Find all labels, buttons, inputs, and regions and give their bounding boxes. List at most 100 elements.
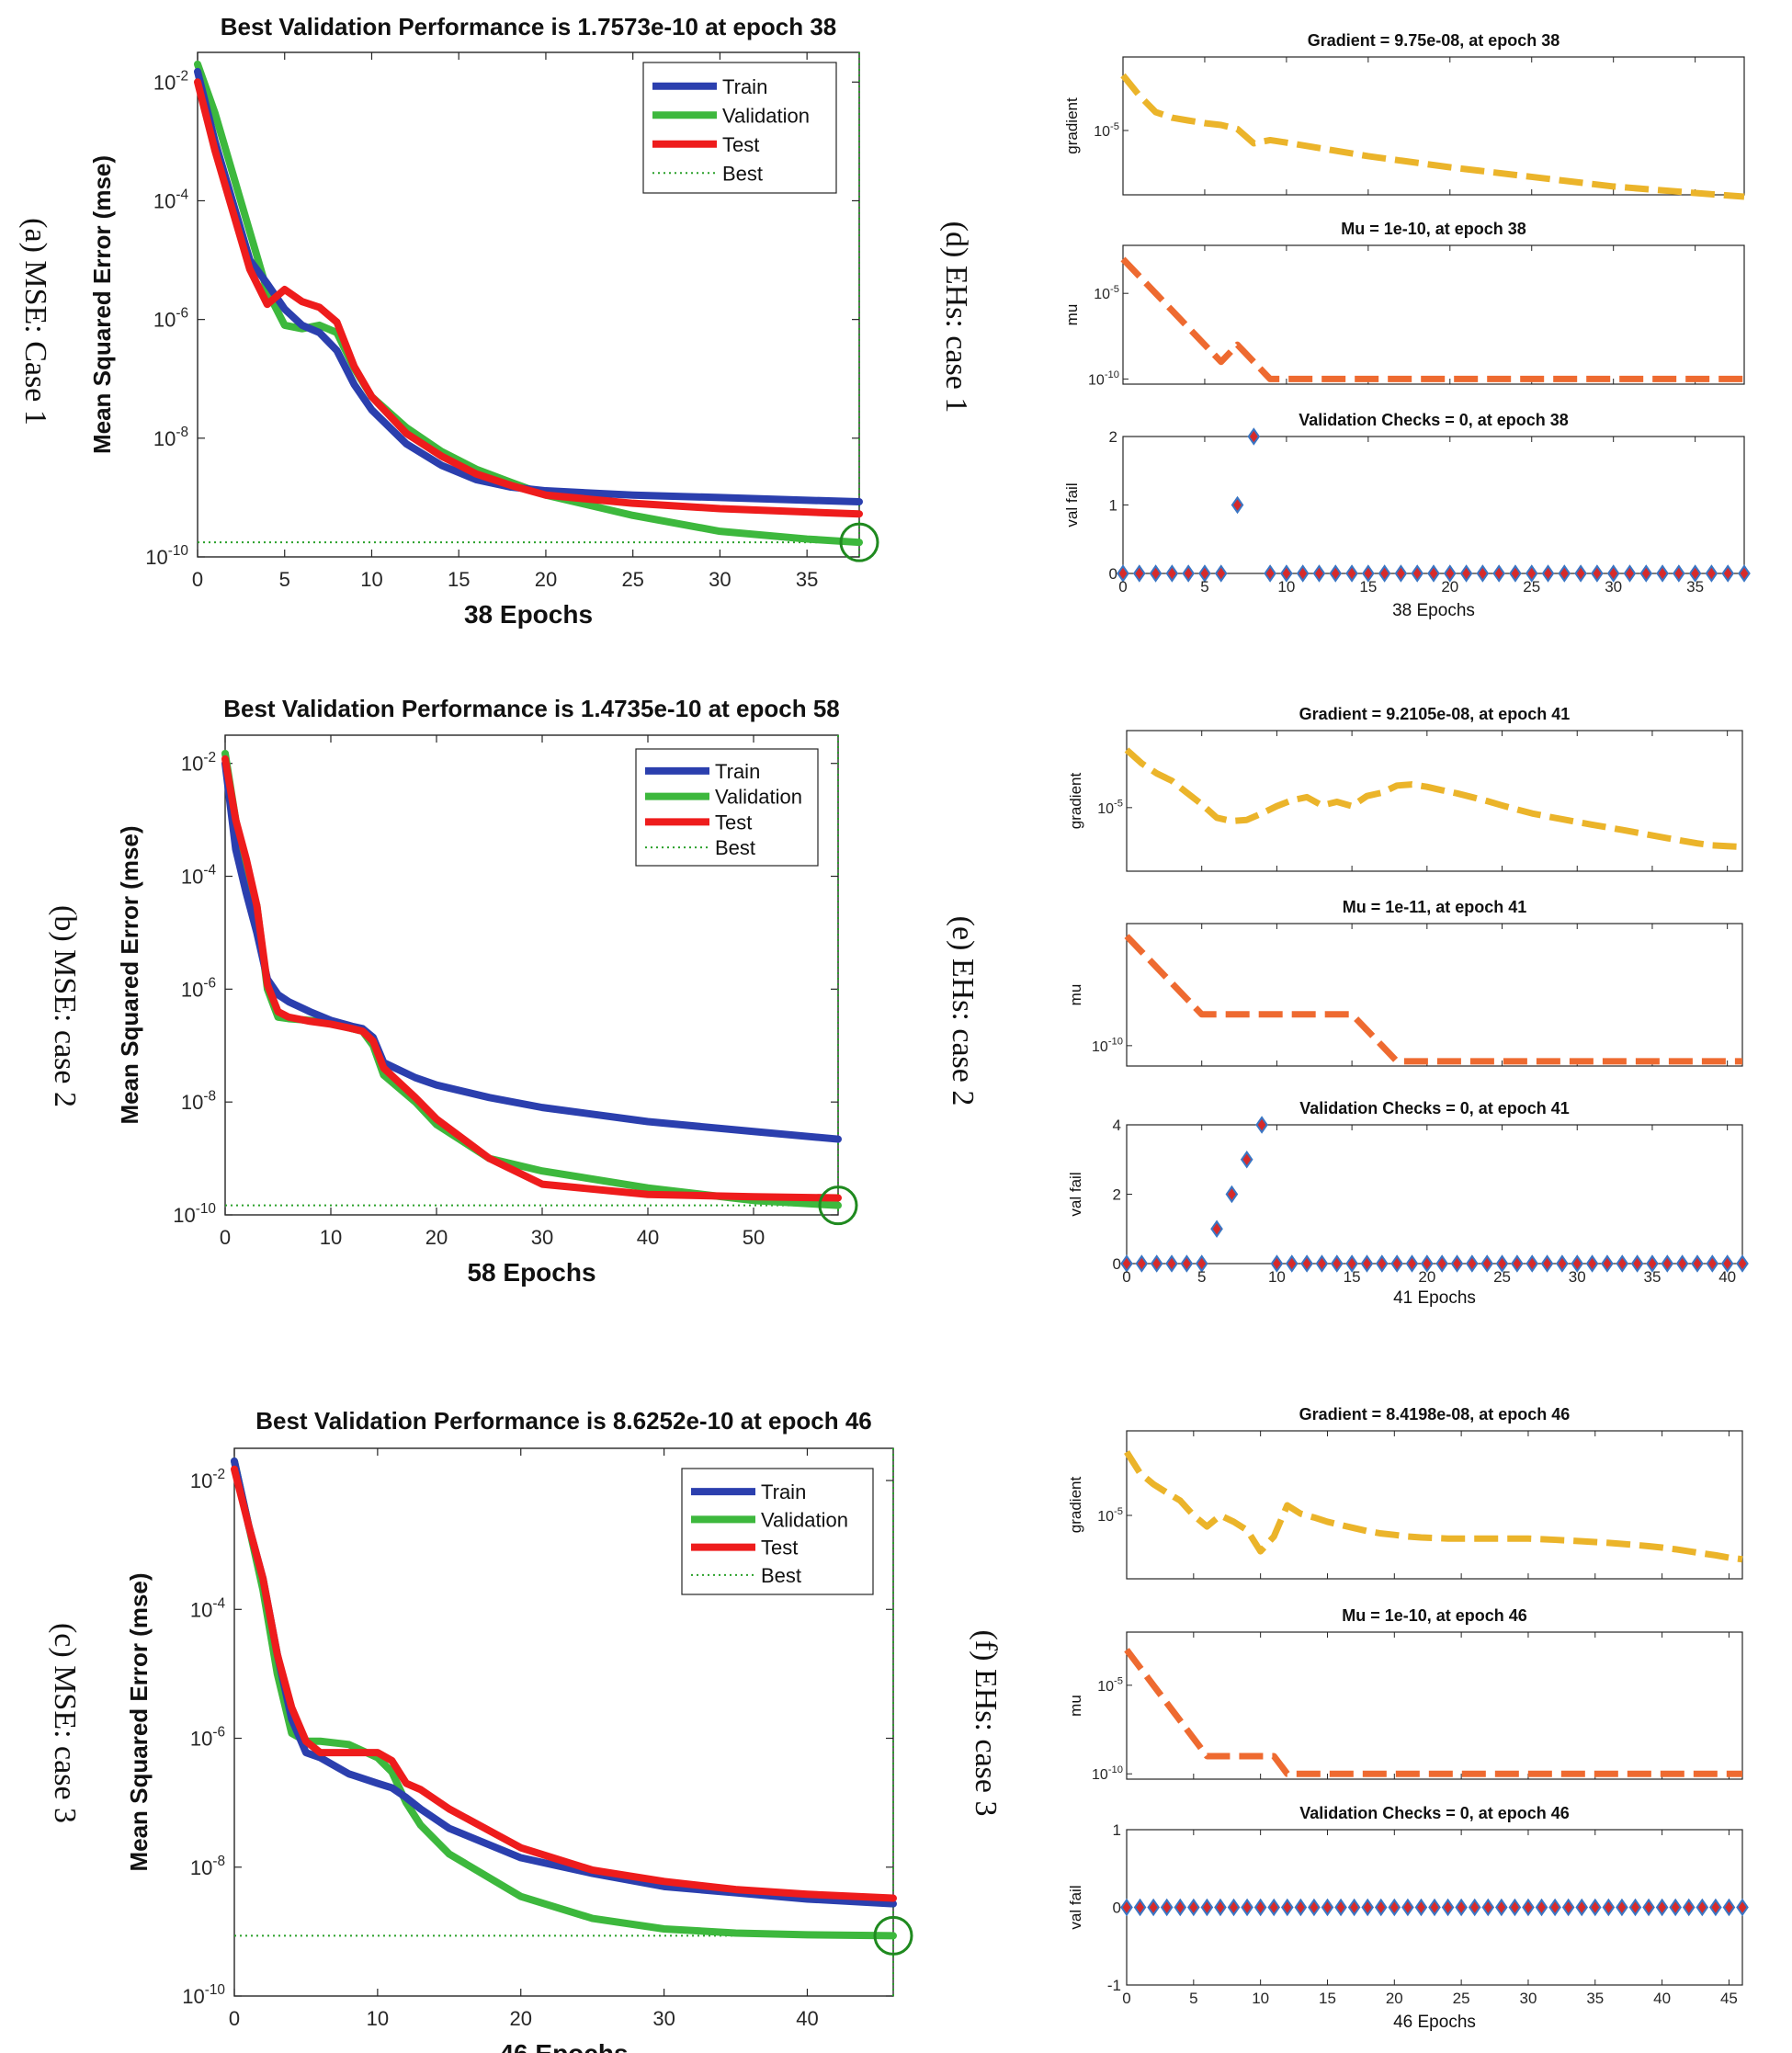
valfail-marker: [1540, 1254, 1554, 1273]
valfail-marker: [1267, 1898, 1281, 1917]
series-line-gradient: [1124, 747, 1743, 850]
valfail-marker: [1315, 1254, 1329, 1273]
x-tick-label: 25: [1523, 578, 1540, 595]
x-axis-label: 41 Epochs: [1393, 1288, 1476, 1308]
valfail-marker: [1374, 1898, 1388, 1917]
valfail-marker: [1642, 1898, 1655, 1917]
y-tick-label: 10-8: [181, 1088, 216, 1114]
panel-y-label: gradient: [1067, 1477, 1084, 1534]
x-tick-label: 35: [1686, 578, 1704, 595]
valfail-marker: [1149, 564, 1163, 583]
training-state-chart-f: Gradient = 8.4198e-08, at epoch 46 gradie…: [969, 1405, 1749, 2032]
valfail-marker: [1294, 1898, 1308, 1917]
valfail-marker: [1378, 564, 1391, 583]
legend: Train Validation Test Best: [642, 62, 837, 194]
training-state-chart-e: Gradient = 9.2105e-08, at epoch 41 gradie…: [946, 705, 1749, 1308]
legend-label-validation: Validation: [761, 1508, 848, 1531]
panel-title: Validation Checks = 0, at epoch 38: [1299, 411, 1569, 429]
x-tick-label: 45: [1720, 1990, 1738, 2007]
y-tick-label: 10-5: [1097, 1506, 1123, 1525]
valfail-marker: [1481, 1898, 1495, 1917]
x-tick-label: 0: [1122, 1990, 1130, 2007]
valfail-marker: [1135, 1254, 1149, 1273]
valfail-marker: [1160, 1898, 1174, 1917]
valfail-marker: [1656, 564, 1669, 583]
valfail-marker: [1480, 1254, 1494, 1273]
valfail-marker: [1736, 1254, 1749, 1273]
x-tick-label: 5: [1197, 1268, 1206, 1286]
panel-valfail: Validation Checks = 0, at epoch 38 val fa…: [1063, 411, 1751, 595]
valfail-marker: [1182, 564, 1195, 583]
x-tick-label: 15: [1319, 1990, 1336, 2007]
valfail-marker: [1133, 1898, 1147, 1917]
x-tick-label: 30: [531, 1226, 553, 1249]
panel-title: Validation Checks = 0, at epoch 41: [1299, 1099, 1570, 1117]
valfail-marker: [1231, 495, 1244, 515]
x-tick-label: 35: [796, 568, 818, 591]
panel-gradient: Gradient = 9.75e-08, at epoch 38 gradient…: [1063, 31, 1745, 200]
y-tick-label: 10-10: [173, 1201, 216, 1227]
panel-valfail: Validation Checks = 0, at epoch 46 val fa…: [1067, 1804, 1749, 2007]
valfail-marker: [1721, 564, 1735, 583]
valfail-marker: [1616, 1898, 1628, 1917]
valfail-marker: [1661, 1254, 1674, 1273]
panel-frame: [1126, 730, 1743, 872]
x-tick-label: 40: [1718, 1268, 1736, 1286]
x-tick-label: 10: [320, 1226, 342, 1249]
valfail-marker: [1459, 564, 1473, 583]
y-tick-label: 2: [1113, 1186, 1121, 1204]
panel-frame: [1126, 1124, 1743, 1265]
panel-frame: [1126, 1430, 1743, 1580]
x-tick-label: 30: [1519, 1990, 1537, 2007]
legend-label-train: Train: [722, 75, 767, 98]
mse-chart-a: Best Validation Performance is 1.7573e-1…: [18, 13, 879, 629]
x-tick-label: 0: [1118, 578, 1127, 595]
y-tick-label: 0: [1113, 1900, 1121, 1917]
y-tick-label: 10-2: [181, 750, 216, 776]
x-tick-label: 20: [509, 2007, 531, 2030]
y-tick-label: 4: [1113, 1117, 1121, 1134]
x-tick-label: 15: [1359, 578, 1377, 595]
valfail-marker: [1300, 1254, 1313, 1273]
series-line-gradient: [1120, 73, 1745, 200]
y-tick-label: 0: [1109, 565, 1117, 583]
valfail-marker: [1280, 1898, 1294, 1917]
valfail-marker: [1468, 1898, 1481, 1917]
x-axis-label: 46 Epochs: [499, 2039, 628, 2053]
valfail-marker: [1210, 1219, 1223, 1238]
y-tick-label: 10-10: [145, 543, 188, 569]
series-line-mu: [1120, 256, 1744, 382]
y-tick-label: 0: [1113, 1255, 1121, 1273]
legend-label-validation: Validation: [722, 104, 810, 127]
valfail-marker: [1345, 1254, 1358, 1273]
valfail-marker: [1120, 1254, 1133, 1273]
valfail-marker: [1556, 1254, 1569, 1273]
legend-label-validation: Validation: [715, 786, 802, 809]
legend-label-best: Best: [715, 836, 755, 859]
y-tick-label: 1: [1109, 497, 1117, 515]
y-tick-label: 10-5: [1094, 284, 1119, 302]
x-tick-label: 15: [448, 568, 470, 591]
valfail-marker: [1709, 1898, 1722, 1917]
valfail-marker: [1296, 564, 1310, 583]
y-tick-label: 10-8: [153, 425, 188, 450]
valfail-marker: [1312, 564, 1326, 583]
valfail-marker: [1253, 1898, 1267, 1917]
series-line-mu: [1124, 934, 1742, 1065]
y-tick-label: 10-6: [181, 975, 216, 1001]
x-tick-label: 25: [1453, 1990, 1470, 2007]
valfail-marker: [1441, 1898, 1455, 1917]
valfail-marker: [1255, 1116, 1268, 1134]
valfail-marker: [1630, 1254, 1644, 1273]
valfail-marker: [1214, 1898, 1227, 1917]
x-tick-label: 25: [1493, 1268, 1511, 1286]
valfail-marker: [1561, 1898, 1575, 1917]
valfail-marker: [1280, 564, 1293, 583]
valfail-marker: [1495, 1898, 1508, 1917]
x-tick-label: 5: [1200, 578, 1208, 595]
valfail-marker: [1195, 1254, 1208, 1273]
valfail-marker: [1575, 1898, 1589, 1917]
valfail-marker: [1308, 1898, 1321, 1917]
valfail-marker: [1705, 564, 1718, 583]
valfail-marker: [1646, 1254, 1659, 1273]
